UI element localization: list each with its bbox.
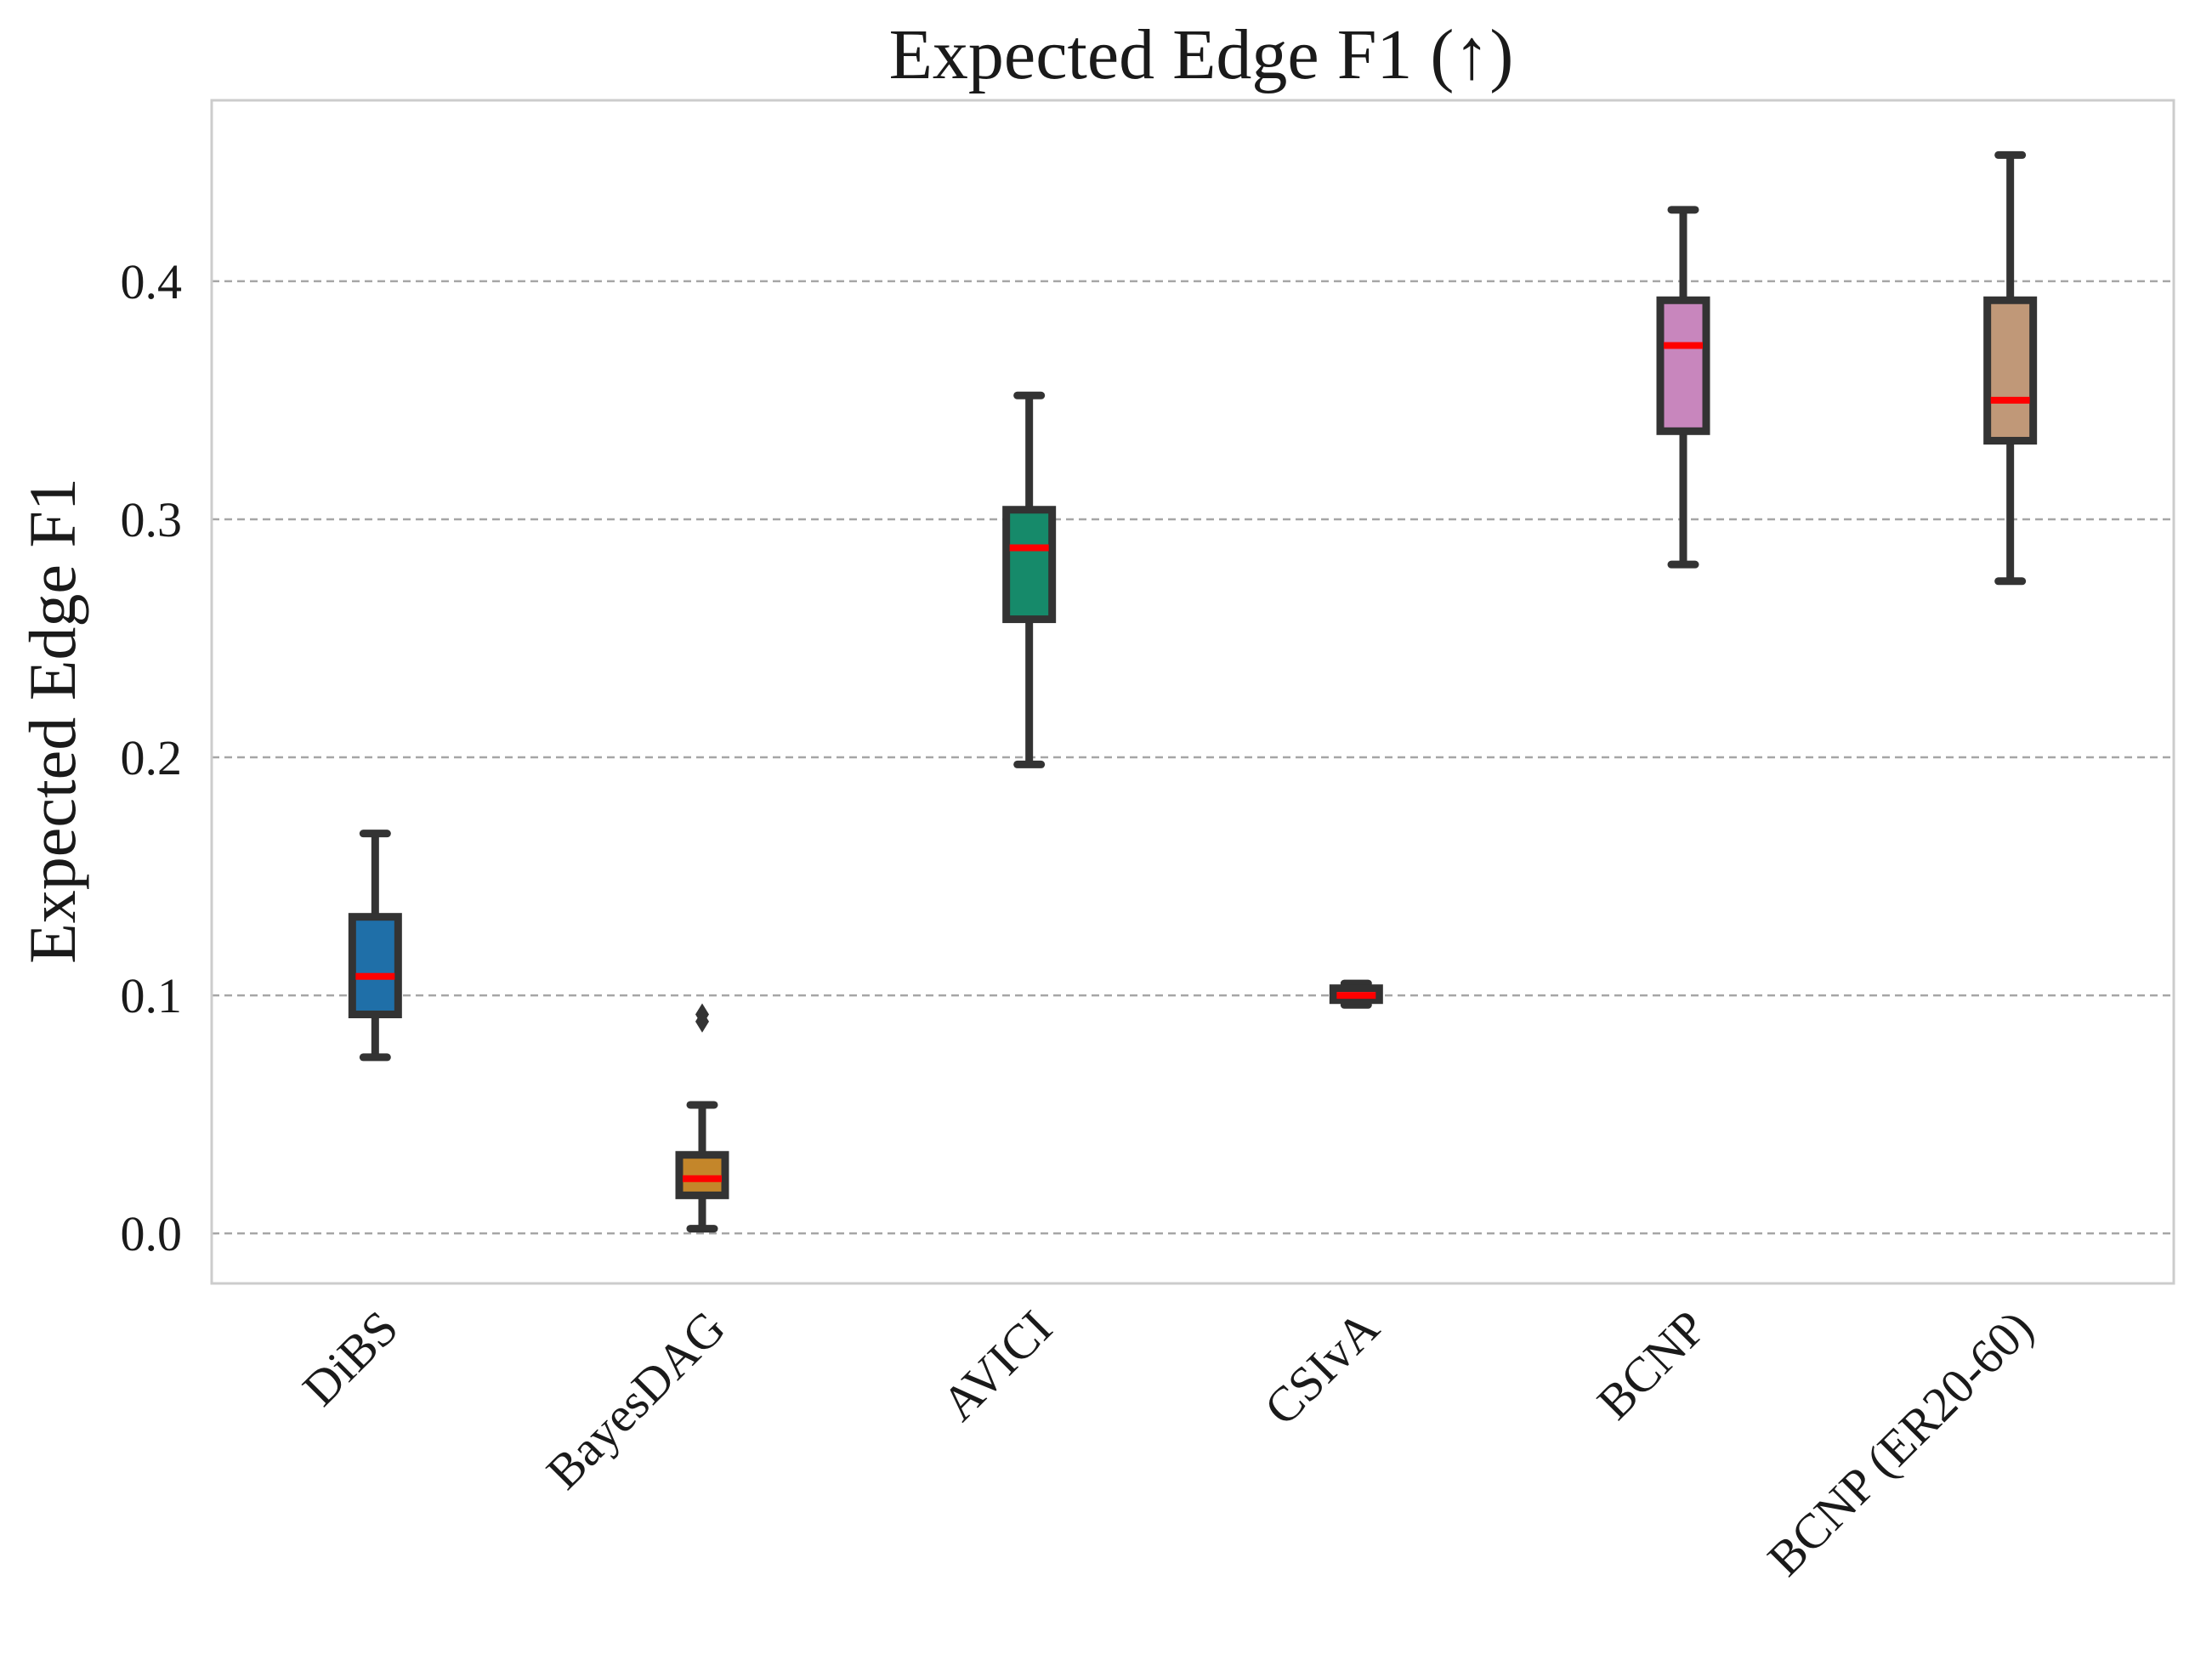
box-body-1 bbox=[675, 1151, 729, 1199]
chart-title: Expected Edge F1 (↑) bbox=[889, 15, 1514, 94]
plot-frame bbox=[210, 99, 2175, 1285]
boxes bbox=[348, 150, 2038, 1233]
box-1 bbox=[675, 1003, 729, 1233]
x-axis-ticks: DiBS BayesDAG AVICI CSIvA BCNP BCNP (ER20-60) bbox=[292, 1300, 2043, 1586]
y-tick-label-1: 0.1 bbox=[121, 968, 183, 1023]
y-axis-ticks: 0.0 0.1 0.2 0.3 0.4 bbox=[121, 254, 183, 1261]
x-tick-label-1: BayesDAG bbox=[536, 1300, 735, 1499]
x-tick-label-0: DiBS bbox=[292, 1300, 408, 1416]
box-4 bbox=[1656, 206, 1710, 569]
y-tick-label-2: 0.2 bbox=[121, 730, 183, 785]
outlier-1-1 bbox=[695, 1003, 709, 1026]
x-tick-label-5: BCNP (ER20-60) bbox=[1757, 1300, 2044, 1586]
y-axis-label: Expected Edge F1 bbox=[15, 478, 89, 964]
y-tick-label-3: 0.3 bbox=[121, 492, 183, 547]
x-tick-label-4: BCNP bbox=[1586, 1300, 1716, 1430]
x-tick-label-3: CSIvA bbox=[1254, 1300, 1390, 1436]
box-0 bbox=[348, 830, 402, 1062]
x-tick-label-2: AVICI bbox=[931, 1300, 1063, 1431]
box-body-2 bbox=[1002, 506, 1057, 624]
box-body-5 bbox=[1983, 296, 2038, 445]
box-5 bbox=[1983, 150, 2038, 586]
box-3 bbox=[1329, 979, 1383, 1009]
gridlines bbox=[212, 280, 2174, 1235]
y-tick-label-4: 0.4 bbox=[121, 254, 183, 309]
box-body-0 bbox=[348, 913, 402, 1019]
box-2 bbox=[1002, 391, 1057, 768]
box-body-4 bbox=[1656, 296, 1710, 435]
y-tick-label-0: 0.0 bbox=[121, 1206, 183, 1261]
